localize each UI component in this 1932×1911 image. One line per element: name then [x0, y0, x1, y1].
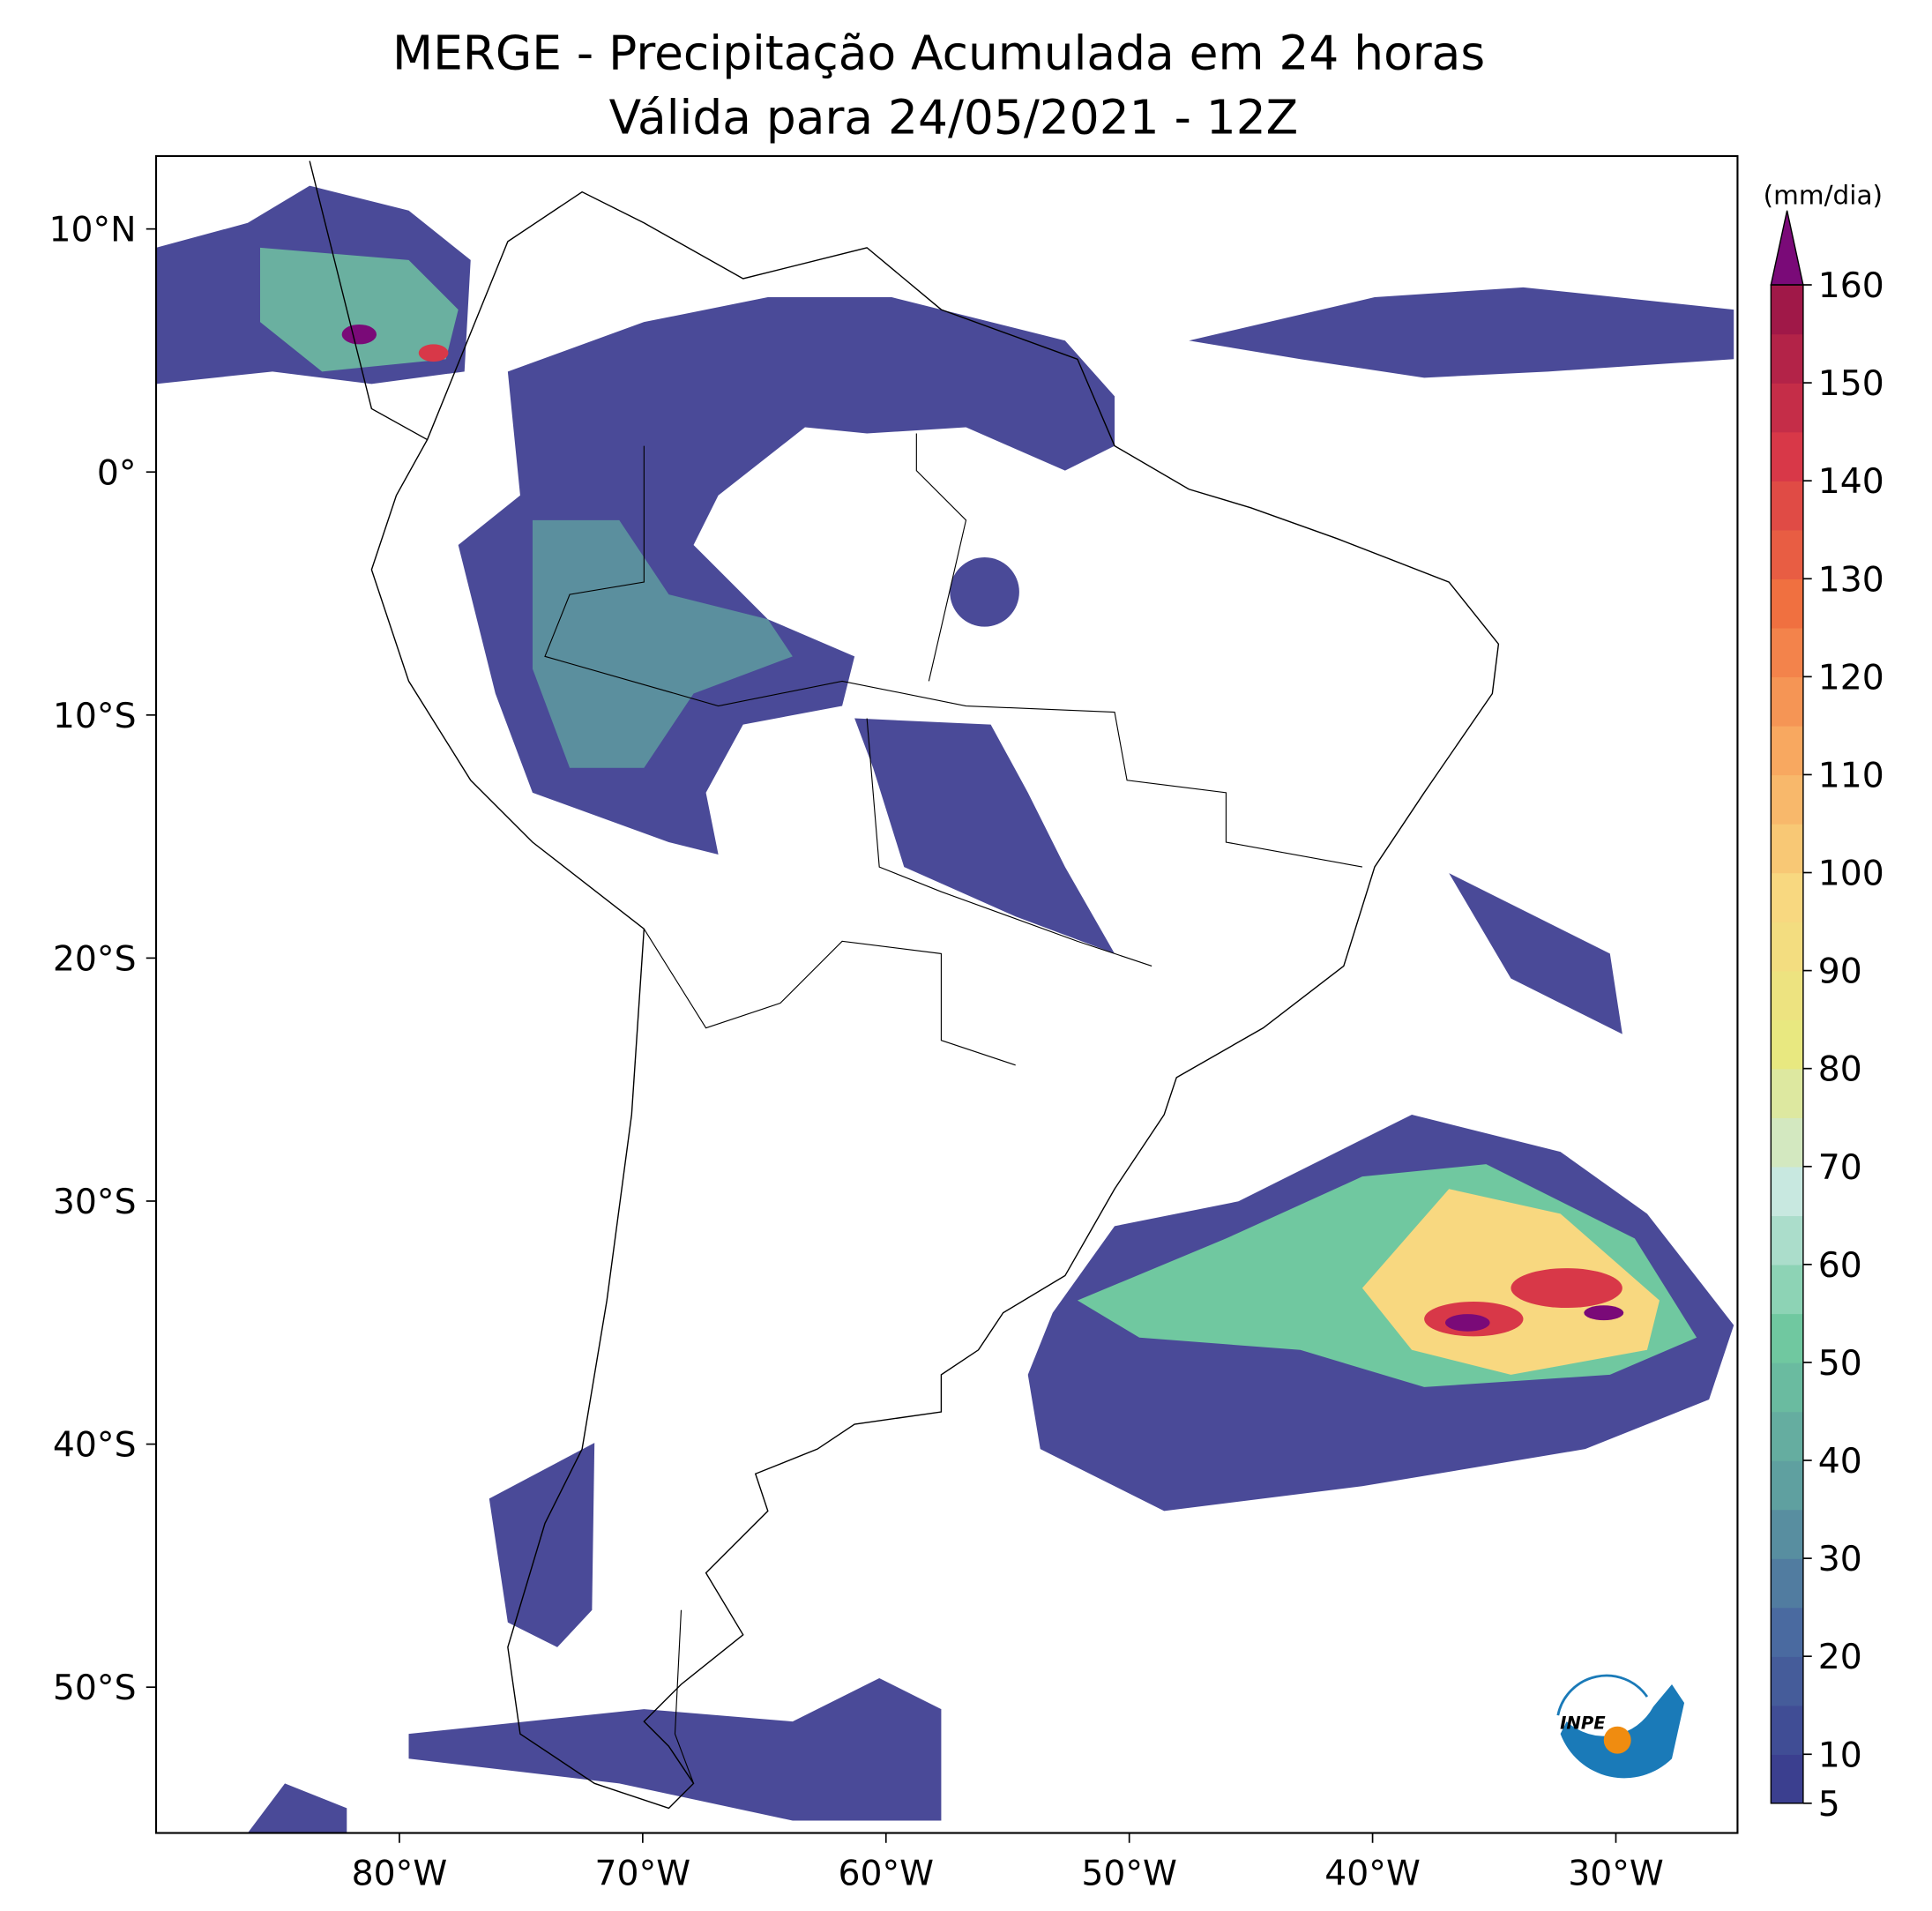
coastline [309, 160, 1500, 1810]
colorbar-segment [1771, 1166, 1803, 1217]
colorbar-segment [1771, 970, 1803, 1020]
borders [544, 433, 1363, 1784]
rain-core [1511, 1268, 1622, 1309]
colorbar-segment [1771, 529, 1803, 579]
colorbar-tick-label: 140 [1818, 462, 1884, 502]
y-tick-label: 30°S [53, 1183, 137, 1222]
colorbar-tick-label: 50 [1818, 1344, 1862, 1384]
y-tick-label: 10°N [48, 211, 136, 250]
x-tick-label: 50°W [1081, 1855, 1177, 1894]
colorbar-segment [1771, 725, 1803, 776]
colorbar-tick-label: 110 [1818, 756, 1884, 795]
logo-orbit [1556, 1674, 1649, 1716]
y-tick-label: 40°S [53, 1426, 137, 1466]
colorbar-tick-label: 100 [1818, 855, 1884, 894]
logo-text: INPE [1560, 1713, 1606, 1734]
colorbar-tick-label: 30 [1818, 1540, 1862, 1579]
colorbar-segment [1771, 1362, 1803, 1413]
rain-area [408, 1677, 942, 1821]
colorbar-segment [1771, 1117, 1803, 1168]
colorbar-segment [1771, 1754, 1803, 1804]
colorbar-segment [1771, 1656, 1803, 1706]
colorbar-segment [1771, 676, 1803, 727]
colorbar-frame [1770, 284, 1804, 1804]
colorbar-tick-label: 150 [1818, 364, 1884, 404]
colorbar-segment [1771, 922, 1803, 972]
logo-swoosh [1560, 1683, 1685, 1779]
title: MERGE - Precipitação Acumulada em 24 hor… [392, 26, 1485, 81]
x-tick-label: 80°W [352, 1855, 448, 1894]
colorbar-segment [1771, 1411, 1803, 1461]
rain-core [1445, 1314, 1490, 1332]
colorbar-unit: (mm/dia) [1764, 181, 1883, 211]
colorbar-segment [1771, 774, 1803, 825]
rain-area [247, 1783, 347, 1833]
x-tick-label: 60°W [838, 1855, 934, 1894]
x-tick-label: 70°W [595, 1855, 691, 1894]
y-tick-label: 50°S [53, 1668, 137, 1708]
colorbar-tick-label: 120 [1818, 658, 1884, 698]
y-tick-label: 10°S [53, 697, 137, 736]
subtitle: Válida para 24/05/2021 - 12Z [609, 90, 1299, 146]
colorbar-segment [1771, 431, 1803, 481]
colorbar-segment [1771, 1607, 1803, 1657]
colorbar-segment [1771, 823, 1803, 874]
colorbar-segment [1771, 1705, 1803, 1755]
rain-core [1584, 1305, 1624, 1321]
colorbar-tick-label: 20 [1818, 1638, 1862, 1677]
colorbar-segment [1771, 1313, 1803, 1363]
x-tick-label: 40°W [1324, 1855, 1421, 1894]
rain-area [532, 519, 793, 768]
colorbar-segment [1771, 1264, 1803, 1315]
colorbar-tick-label: 80 [1818, 1050, 1862, 1090]
colorbar-tick-label: 5 [1818, 1785, 1840, 1825]
colorbar-tick-label: 60 [1818, 1246, 1862, 1286]
rain-area [1449, 873, 1622, 1034]
rain-area [854, 718, 1115, 954]
colorbar-extension [1770, 210, 1804, 286]
colorbar-segment [1771, 1215, 1803, 1265]
colorbar-tick-label: 130 [1818, 560, 1884, 600]
precipitation-field [156, 185, 1734, 1833]
inpe-logo: INPE [1556, 1674, 1685, 1779]
colorbar-segment [1771, 579, 1803, 629]
y-tick-label: 0° [97, 453, 137, 493]
logo-dot [1603, 1726, 1631, 1754]
colorbar-segment [1771, 333, 1803, 384]
colorbar-segment [1771, 1460, 1803, 1511]
colorbar-segment [1771, 872, 1803, 922]
x-tick-label: 30°W [1568, 1855, 1664, 1894]
colorbar-tick-label: 10 [1818, 1736, 1862, 1775]
colorbar-segment [1771, 1019, 1803, 1070]
colorbar-segment [1771, 1068, 1803, 1118]
map-frame [154, 154, 1739, 1834]
colorbar-segment [1771, 1558, 1803, 1609]
y-tick-label: 20°S [53, 939, 137, 979]
rain-area [259, 247, 459, 372]
rain-core [418, 344, 449, 362]
colorbar-segment [1771, 285, 1803, 335]
colorbar-segment [1771, 481, 1803, 531]
colorbar-segment [1771, 1509, 1803, 1559]
colorbar-tick-label: 70 [1818, 1148, 1862, 1188]
colorbar-segment [1771, 383, 1803, 433]
rain-core [341, 324, 377, 345]
colorbar-tick-label: 40 [1818, 1442, 1862, 1482]
colorbar-tick-label: 90 [1818, 952, 1862, 992]
colorbar-tick-label: 160 [1818, 266, 1884, 306]
rain-area [1189, 287, 1734, 378]
rain-area [489, 1443, 595, 1647]
colorbar-segment [1771, 627, 1803, 678]
rain-area [950, 556, 1019, 627]
